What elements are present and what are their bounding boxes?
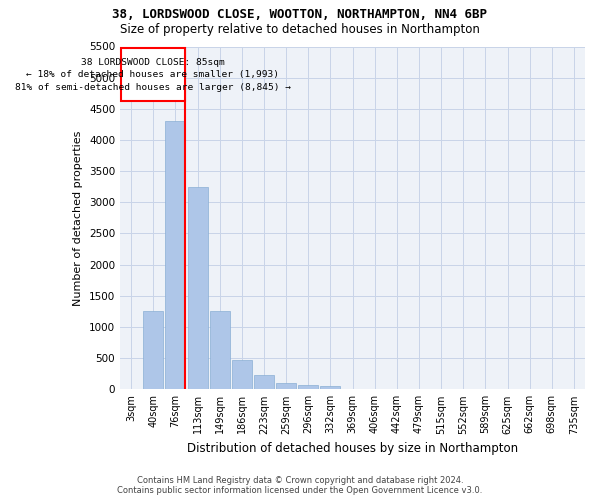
Bar (254, 376, 274, 390)
Bar (276, 383, 296, 390)
Text: Contains HM Land Registry data © Crown copyright and database right 2024.
Contai: Contains HM Land Registry data © Crown c… (118, 476, 482, 495)
Text: Size of property relative to detached houses in Northampton: Size of property relative to detached ho… (120, 22, 480, 36)
Bar (143, 312, 163, 390)
X-axis label: Distribution of detached houses by size in Northampton: Distribution of detached houses by size … (187, 442, 518, 455)
Bar (232, 360, 252, 390)
Bar (320, 386, 340, 390)
Bar (210, 312, 230, 390)
FancyBboxPatch shape (121, 48, 185, 102)
Text: 38 LORDSWOOD CLOSE: 85sqm
← 18% of detached houses are smaller (1,993)
81% of se: 38 LORDSWOOD CLOSE: 85sqm ← 18% of detac… (15, 58, 291, 92)
Bar (166, 122, 185, 390)
Bar (298, 384, 318, 390)
Y-axis label: Number of detached properties: Number of detached properties (73, 130, 83, 306)
Text: 38, LORDSWOOD CLOSE, WOOTTON, NORTHAMPTON, NN4 6BP: 38, LORDSWOOD CLOSE, WOOTTON, NORTHAMPTO… (113, 8, 487, 20)
Bar (188, 186, 208, 390)
